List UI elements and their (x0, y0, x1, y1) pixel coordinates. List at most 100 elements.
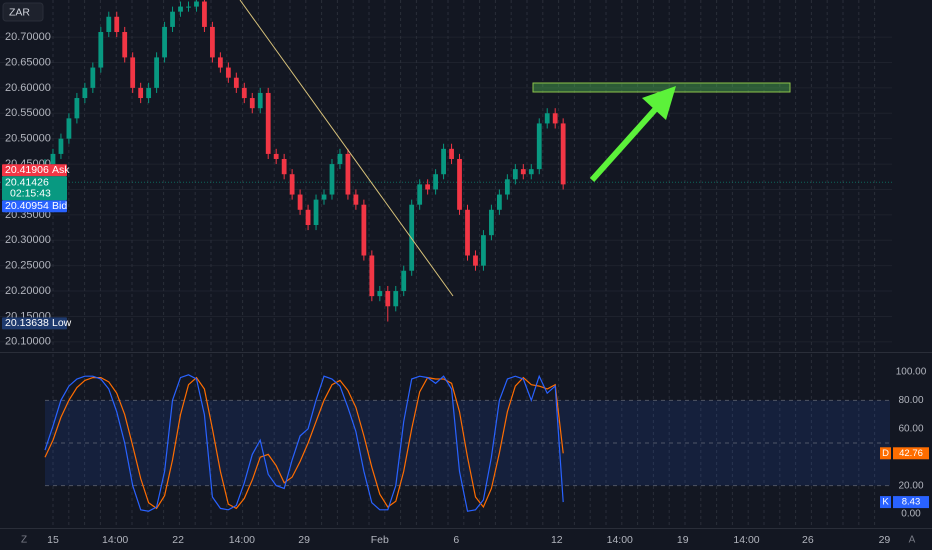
left-button[interactable]: Z (21, 535, 27, 546)
x-tick-label: Feb (371, 534, 389, 546)
candle-body (329, 164, 335, 195)
right-button[interactable]: A (909, 535, 916, 546)
x-tick-label: 6 (453, 534, 459, 546)
y2-tick-label: 100.00 (896, 367, 927, 378)
candle-body (449, 148, 454, 159)
y-tick-label: 20.50000 (5, 133, 51, 145)
candle-body (289, 174, 295, 195)
y-tick-label: 20.20000 (5, 285, 51, 297)
candle-body (313, 199, 319, 226)
candle-body (481, 235, 486, 266)
symbol-box[interactable] (2, 2, 44, 22)
current-price-value: 20.41426 (5, 176, 49, 188)
last-value-badge (893, 447, 929, 460)
candle-body (194, 1, 199, 7)
series-name: K (882, 497, 889, 508)
y-tick-label: 20.30000 (5, 234, 51, 246)
y-tick-label: 20.65000 (5, 56, 51, 68)
candle-body (321, 194, 327, 200)
target-arrow[interactable] (589, 86, 676, 183)
x-tick-label: 14:00 (607, 534, 633, 546)
candle-body (130, 57, 136, 88)
y2-tick-label: 20.00 (898, 480, 923, 491)
candle-body (337, 153, 343, 165)
price-badges: 20.41906 Ask 20.40954 Bid 20.13638 Low 20.4142… (2, 164, 929, 509)
candle-body (66, 118, 72, 139)
price-label-name: Bid (52, 200, 67, 212)
candle-body (225, 67, 231, 78)
grid-layer (0, 36, 892, 343)
candle-body (528, 169, 534, 175)
price-label-name: Ask (52, 164, 70, 176)
price-label-badge (2, 164, 67, 177)
y-tick-label: 20.70000 (5, 31, 51, 43)
candle-body (489, 209, 494, 236)
candle-body (186, 6, 191, 8)
candle-body (409, 204, 415, 271)
x-tick-label: 15 (47, 534, 59, 546)
candle-body (441, 148, 446, 175)
y2-tick-label: 80.00 (898, 395, 923, 406)
candle-body (552, 113, 558, 124)
series-name: D (882, 448, 889, 459)
candle-body (178, 6, 183, 12)
stoch-line (44, 374, 564, 512)
x-tick-label: 26 (802, 534, 814, 546)
candle-body (353, 194, 359, 205)
candle-body (241, 87, 247, 99)
candle-body (417, 184, 423, 205)
candle-body (106, 16, 112, 32)
price-label-badge (2, 200, 67, 213)
candle-body (249, 98, 255, 109)
candle-body (281, 158, 287, 175)
arrow-head (642, 86, 676, 120)
price-pane (0, 0, 892, 322)
x-tick-label: 14:00 (229, 534, 255, 546)
x-tick-label: 19 (677, 534, 689, 546)
last-value: 8.43 (902, 497, 921, 508)
candle-body (345, 153, 351, 195)
x-tick-label: 14:00 (733, 534, 759, 546)
price-label-name: Low (52, 317, 72, 329)
candle-body (361, 204, 367, 256)
candle-body (377, 291, 383, 297)
candle-body (82, 87, 88, 99)
last-value-badge (893, 496, 929, 509)
candle-body (265, 92, 271, 154)
candle-body (202, 1, 207, 27)
trend-line[interactable] (239, 0, 454, 297)
arrow-shaft (589, 101, 663, 183)
candle-body (473, 255, 478, 266)
y2-tick-label: 0.00 (901, 509, 921, 520)
candle-body (122, 32, 128, 58)
candle-body (385, 291, 391, 307)
price-label-badge (2, 317, 67, 330)
candle-body (393, 291, 399, 307)
symbol: ZAR (9, 6, 30, 18)
current-price-badge (2, 176, 67, 201)
target-zone[interactable] (532, 82, 791, 93)
y-tick-label: 20.55000 (5, 107, 51, 119)
candle-body (114, 16, 120, 32)
candle-body (50, 153, 56, 165)
candle-body (98, 32, 104, 68)
series-name-badge (880, 447, 891, 460)
y-tick-label: 20.60000 (5, 82, 51, 94)
candle-body (465, 209, 470, 256)
price-label-value: 20.41906 (5, 164, 49, 176)
candle-body (90, 67, 96, 88)
x-tick-label: 22 (172, 534, 184, 546)
candle-body (162, 26, 167, 58)
candle-body (496, 194, 502, 210)
candle-body (154, 57, 159, 88)
candle-body (512, 169, 518, 180)
x-tick-label: 29 (298, 534, 310, 546)
candle-body (433, 174, 439, 190)
x-tick-label: 14:00 (102, 534, 128, 546)
stoch-line (44, 376, 564, 510)
current-price-countdown: 02:15:43 (10, 187, 51, 199)
candle-body (257, 92, 263, 109)
candle-body (560, 123, 566, 185)
